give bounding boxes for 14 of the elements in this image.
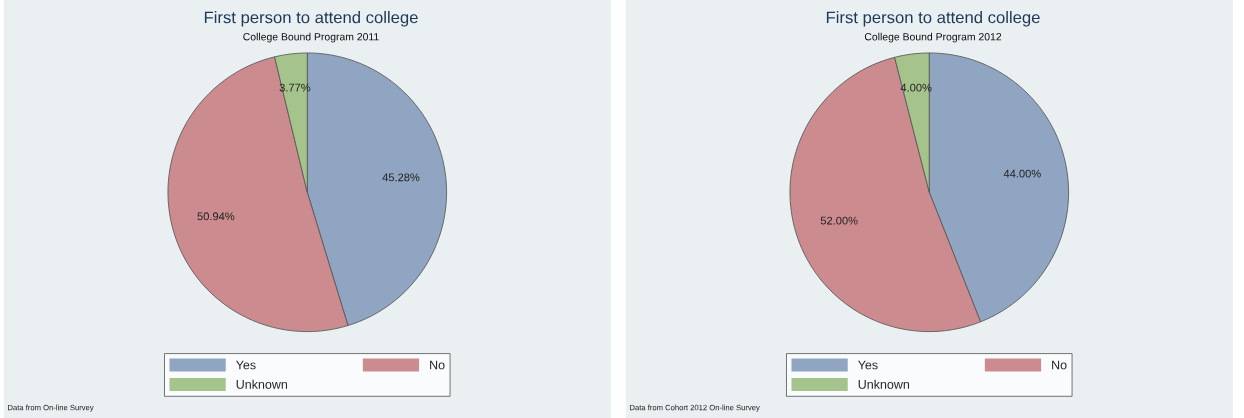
data-label: 45.28%	[382, 173, 420, 182]
chart-subtitle: College Bound Program 2011	[243, 32, 379, 43]
legend-label: No	[1052, 360, 1067, 370]
legend-label: No	[430, 360, 445, 370]
chart-subtitle: College Bound Program 2012	[864, 32, 1002, 43]
legend-label: Unknown	[858, 379, 910, 389]
chart-title: First person to attend college	[826, 11, 1040, 27]
chart-title: First person to attend college	[204, 11, 418, 27]
legend-label: Yes	[858, 360, 878, 370]
legend-label: Unknown	[236, 379, 288, 389]
data-label: 50.94%	[197, 212, 235, 221]
data-label: 52.00%	[820, 216, 858, 225]
data-label: 44.00%	[1003, 169, 1041, 178]
legend-label: Yes	[236, 360, 256, 370]
